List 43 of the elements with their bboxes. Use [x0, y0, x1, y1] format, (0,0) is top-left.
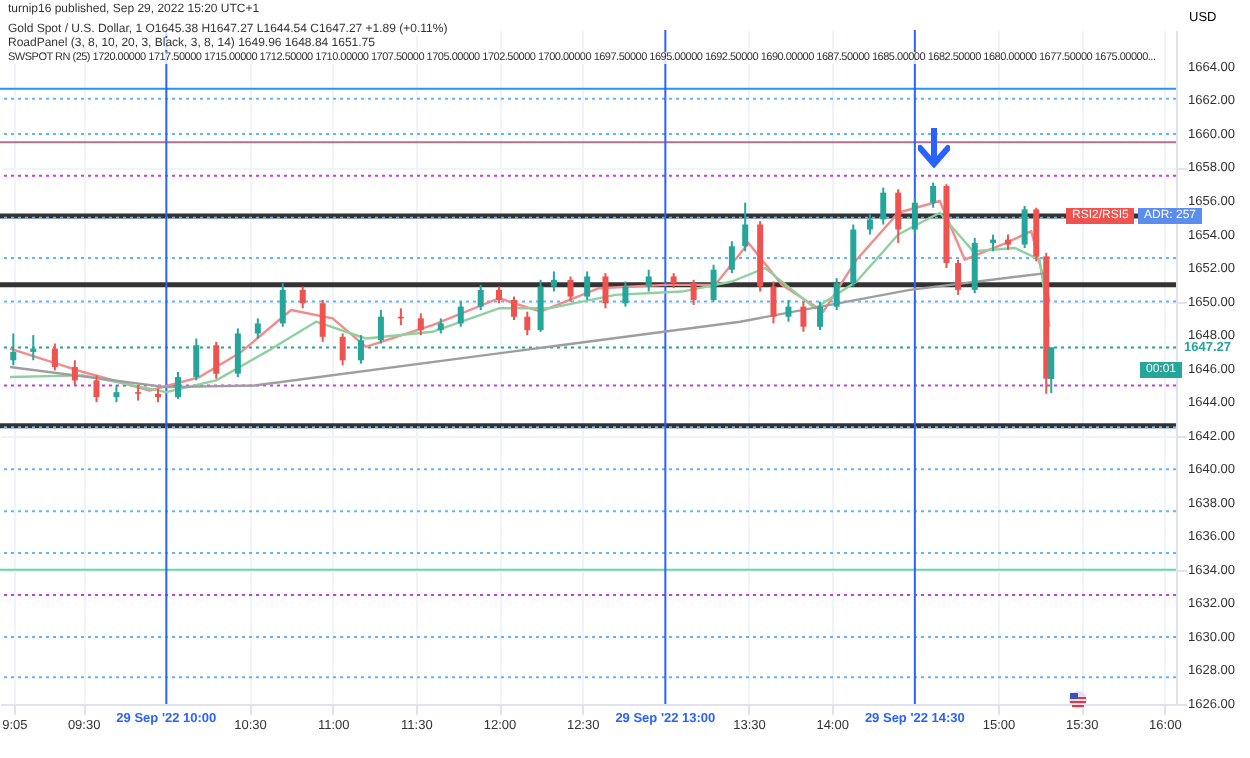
- candlestick: [971, 236, 978, 295]
- candlestick: [710, 263, 717, 303]
- candlestick: [602, 272, 609, 310]
- candlestick: [1033, 206, 1040, 263]
- candlestick: [457, 300, 464, 328]
- candlestick: [895, 188, 902, 244]
- candlestick: [817, 300, 824, 332]
- line-series: [8, 271, 1048, 389]
- candlestick: [71, 359, 78, 387]
- candlestick: [800, 300, 807, 333]
- candlestick: [93, 374, 100, 404]
- candlestick: [279, 282, 286, 328]
- candlestick: [567, 275, 574, 303]
- candlestick: [911, 196, 918, 236]
- candlestick: [550, 270, 557, 293]
- candlestick: [1021, 205, 1028, 249]
- candlestick: [770, 280, 777, 325]
- candlestick: [377, 309, 384, 345]
- candlestick: [417, 312, 424, 337]
- candlestick: [622, 280, 629, 308]
- candlestick: [645, 268, 652, 293]
- candlestick: [833, 277, 840, 311]
- candlestick: [174, 371, 181, 400]
- candlestick: [299, 285, 306, 310]
- candlestick: [339, 332, 346, 367]
- candlestick: [135, 384, 142, 402]
- candlestick: [319, 298, 326, 343]
- candlestick: [930, 181, 937, 209]
- candlestick: [524, 310, 531, 337]
- candlestick: [254, 317, 261, 340]
- candlestick: [785, 298, 792, 323]
- candlestick: [537, 278, 544, 333]
- candlestick: [584, 270, 591, 301]
- candlestick: [742, 201, 749, 253]
- candlestick: [477, 283, 484, 311]
- candlestick: [213, 340, 220, 380]
- candlestick: [690, 278, 697, 306]
- candlestick: [728, 240, 735, 275]
- candlestick: [955, 258, 962, 296]
- candlestick: [510, 295, 517, 322]
- candlestick: [866, 213, 873, 236]
- candlestick: [880, 186, 887, 226]
- candlestick: [51, 342, 58, 372]
